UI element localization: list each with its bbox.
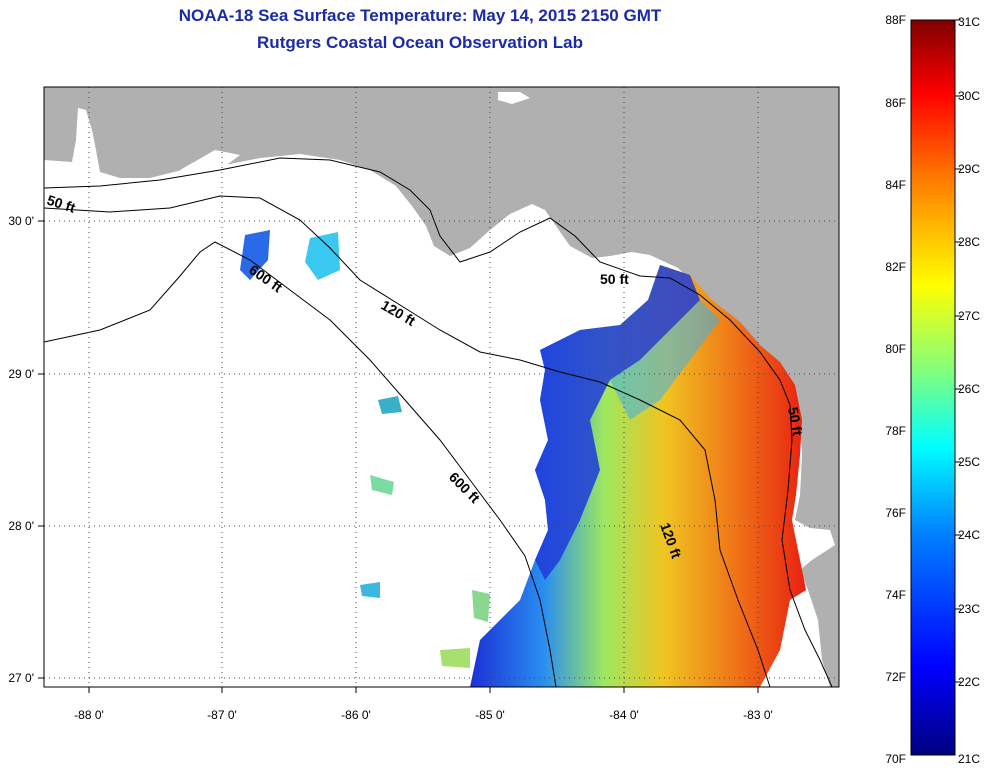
lat-tick-label: 29 0' xyxy=(8,367,34,381)
lon-tick-label: -84 0' xyxy=(609,708,639,722)
lon-tick-label: -85 0' xyxy=(475,708,505,722)
map-title: NOAA-18 Sea Surface Temperature: May 14,… xyxy=(178,6,662,25)
colorbar-c-label: 28C xyxy=(958,235,980,249)
colorbar-c-label: 30C xyxy=(958,89,980,103)
colorbar-c-label: 24C xyxy=(958,528,980,542)
colorbar-c-label: 21C xyxy=(958,752,980,766)
map-frame xyxy=(43,86,840,688)
colorbar-c-label: 26C xyxy=(958,382,980,396)
lon-tick-label: -86 0' xyxy=(341,708,371,722)
colorbar-c-label: 29C xyxy=(958,162,980,176)
lon-tick-label: -87 0' xyxy=(207,708,237,722)
lat-tick-label: 28 0' xyxy=(8,519,34,533)
colorbar-c-ticks xyxy=(955,19,961,683)
colorbar-f-label: 76F xyxy=(885,506,906,520)
colorbar-f-label: 84F xyxy=(885,178,906,192)
lat-axis: 30 0' 29 0' 28 0' 27 0' xyxy=(8,214,44,685)
lon-tick-label: -88 0' xyxy=(74,708,104,722)
contour-label: 50 ft xyxy=(785,406,806,437)
colorbar-f-label: 74F xyxy=(885,588,906,602)
lon-tick-label: -83 0' xyxy=(743,708,773,722)
colorbar-c-labels: 31C 30C 29C 28C 27C 26C 25C 24C 23C 22C … xyxy=(958,15,980,766)
colorbar-c-label: 27C xyxy=(958,309,980,323)
colorbar-f-label: 82F xyxy=(885,260,906,274)
colorbar xyxy=(910,19,956,756)
contour-50ft xyxy=(44,157,833,687)
map-subtitle: Rutgers Coastal Ocean Observation Lab xyxy=(257,33,583,52)
colorbar-f-labels: 88F 86F 84F 82F 80F 78F 76F 74F 72F 70F xyxy=(885,13,906,766)
colorbar-f-label: 86F xyxy=(885,96,906,110)
contour-120ft xyxy=(44,195,771,687)
colorbar-f-label: 72F xyxy=(885,670,906,684)
colorbar-c-label: 25C xyxy=(958,455,980,469)
colorbar-f-label: 78F xyxy=(885,424,906,438)
contour-label: 50 ft xyxy=(600,271,629,287)
land-mass xyxy=(44,87,839,687)
colorbar-f-label: 70F xyxy=(885,752,906,766)
contour-600ft xyxy=(44,241,557,687)
lat-tick-label: 30 0' xyxy=(8,214,34,228)
map-grid xyxy=(44,87,839,687)
lat-tick-label: 27 0' xyxy=(8,671,34,685)
colorbar-c-label: 23C xyxy=(958,602,980,616)
colorbar-f-label: 80F xyxy=(885,342,906,356)
colorbar-c-label: 31C xyxy=(958,15,980,29)
lon-axis: -88 0' -87 0' -86 0' -85 0' -84 0' -83 0… xyxy=(74,687,773,722)
colorbar-c-label: 22C xyxy=(958,675,980,689)
colorbar-f-label: 88F xyxy=(885,13,906,27)
